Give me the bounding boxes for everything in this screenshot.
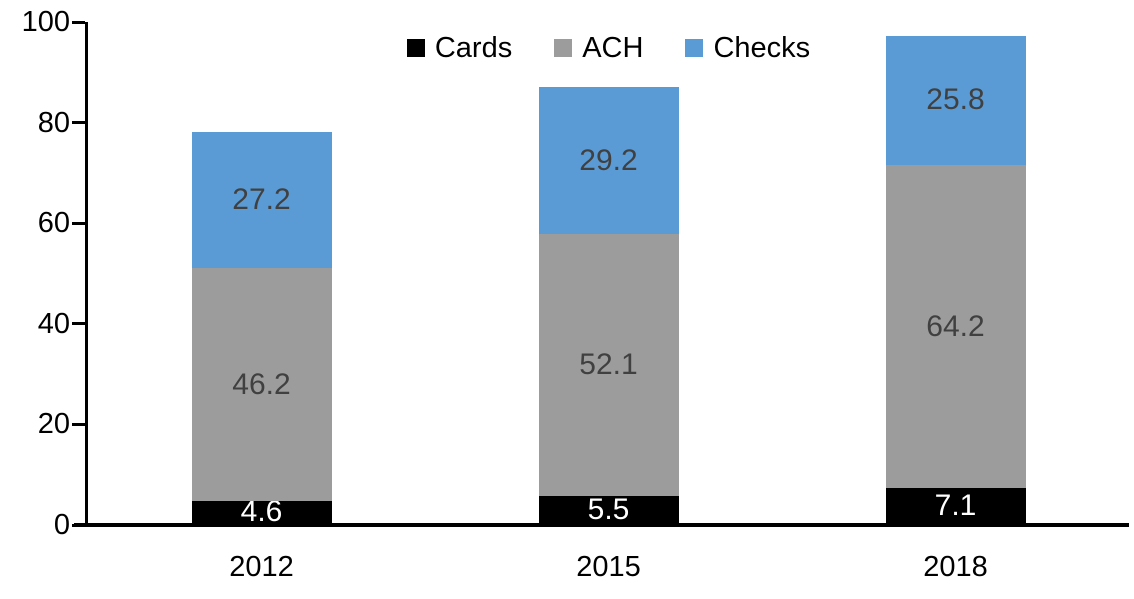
legend-label-ach: ACH — [582, 31, 644, 64]
x-tick-label-2015: 2015 — [576, 551, 641, 583]
value-label-ach-2012: 46.2 — [232, 367, 291, 401]
y-axis-line — [85, 22, 88, 525]
legend-item-checks: Checks — [685, 32, 810, 65]
value-label-cards-2012: 4.6 — [240, 495, 283, 529]
legend-swatch-cards — [406, 39, 425, 57]
x-axis-line — [74, 523, 1129, 527]
y-tick-mark-20 — [72, 422, 85, 426]
value-label-checks-2015: 29.2 — [579, 143, 638, 177]
legend-item-ach: ACH — [554, 32, 643, 65]
legend-swatch-checks — [685, 39, 704, 57]
value-label-cards-2018: 7.1 — [934, 489, 977, 523]
bar-2015-segment-ach: 52.1 — [538, 234, 679, 497]
x-tick-label-2018: 2018 — [923, 551, 988, 583]
bar-2012-segment-cards: 4.6 — [191, 497, 332, 527]
chart-legend: Cards ACH Checks — [88, 30, 1129, 66]
y-tick-mark-60 — [72, 221, 85, 225]
y-tick-label-40: 40 — [37, 307, 70, 340]
legend-label-checks: Checks — [713, 31, 811, 64]
value-label-ach-2018: 64.2 — [926, 309, 985, 343]
legend-swatch-ach — [554, 39, 573, 57]
value-label-ach-2015: 52.1 — [579, 348, 638, 382]
y-tick-label-20: 20 — [37, 408, 70, 441]
bar-2012-segment-checks: 27.2 — [191, 131, 332, 269]
y-tick-mark-80 — [72, 121, 85, 125]
bar-2015-segment-checks: 29.2 — [538, 87, 679, 235]
bar-2012-segment-ach: 46.2 — [191, 268, 332, 501]
y-tick-mark-0 — [72, 523, 85, 527]
y-tick-label-0: 0 — [53, 509, 70, 541]
x-tick-label-2012: 2012 — [229, 551, 294, 583]
y-tick-mark-40 — [72, 322, 85, 326]
y-tick-mark-100 — [72, 20, 85, 24]
legend-item-cards: Cards — [406, 31, 513, 65]
legend-label-cards: Cards — [434, 31, 513, 64]
y-tick-label-100: 100 — [21, 6, 70, 38]
value-label-checks-2018: 25.8 — [926, 83, 985, 117]
value-label-cards-2015: 5.5 — [587, 493, 630, 527]
bar-2018-segment-cards: 7.1 — [885, 488, 1026, 524]
y-tick-label-60: 60 — [37, 207, 70, 240]
y-tick-label-80: 80 — [37, 106, 70, 139]
value-label-checks-2012: 27.2 — [232, 183, 291, 217]
bar-2018-segment-ach: 64.2 — [885, 165, 1026, 489]
bar-2018-segment-checks: 25.8 — [885, 35, 1026, 166]
bar-2015-segment-cards: 5.5 — [538, 493, 679, 527]
